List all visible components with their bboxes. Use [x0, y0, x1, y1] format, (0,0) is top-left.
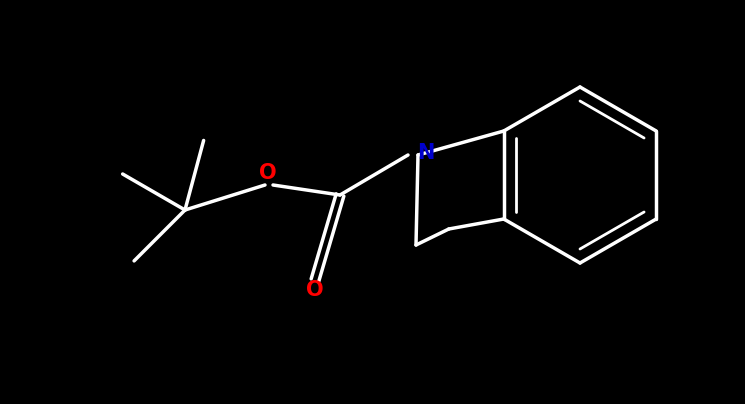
Text: N: N [417, 143, 434, 163]
Text: O: O [259, 163, 277, 183]
Text: O: O [306, 280, 324, 300]
